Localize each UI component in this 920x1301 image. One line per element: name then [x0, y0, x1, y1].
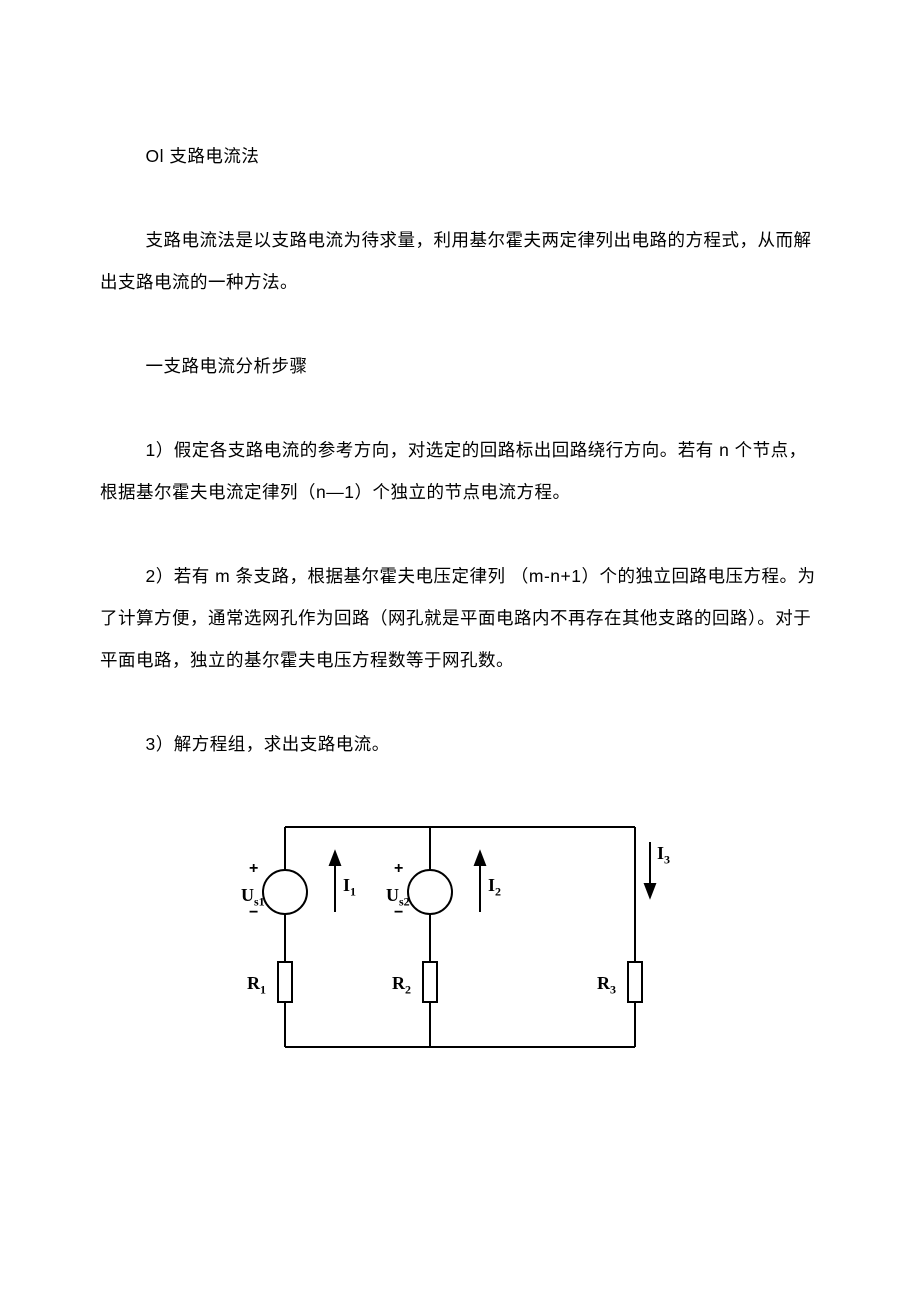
step-1: 1）假定各支路电流的参考方向，对选定的回路标出回路绕行方向。若有 n 个节点，根…	[100, 429, 820, 513]
circuit-svg	[235, 807, 685, 1067]
label-r2: R2	[392, 969, 411, 1000]
section-heading: 一支路电流分析步骤	[100, 345, 820, 387]
intro-paragraph: 支路电流法是以支路电流为待求量，利用基尔霍夫两定律列出电路的方程式，从而解出支路…	[100, 219, 820, 303]
label-minus-1: −	[249, 905, 258, 921]
label-i2: I2	[488, 871, 501, 902]
title: Ol 支路电流法	[100, 135, 820, 177]
label-minus-2: −	[394, 905, 403, 921]
circuit-figure: Us1 + − Us2 + − I1 I2 I3 R1 R2 R3	[100, 807, 820, 1067]
circuit-diagram: Us1 + − Us2 + − I1 I2 I3 R1 R2 R3	[235, 807, 685, 1067]
label-plus-2: +	[394, 861, 403, 877]
label-plus-1: +	[249, 861, 258, 877]
label-r3: R3	[597, 969, 616, 1000]
label-r1: R1	[247, 969, 266, 1000]
label-i1: I1	[343, 871, 356, 902]
step-2: 2）若有 m 条支路，根据基尔霍夫电压定律列 （m-n+1）个的独立回路电压方程…	[100, 555, 820, 681]
label-i3: I3	[657, 839, 670, 870]
step-3: 3）解方程组，求出支路电流。	[100, 723, 820, 765]
